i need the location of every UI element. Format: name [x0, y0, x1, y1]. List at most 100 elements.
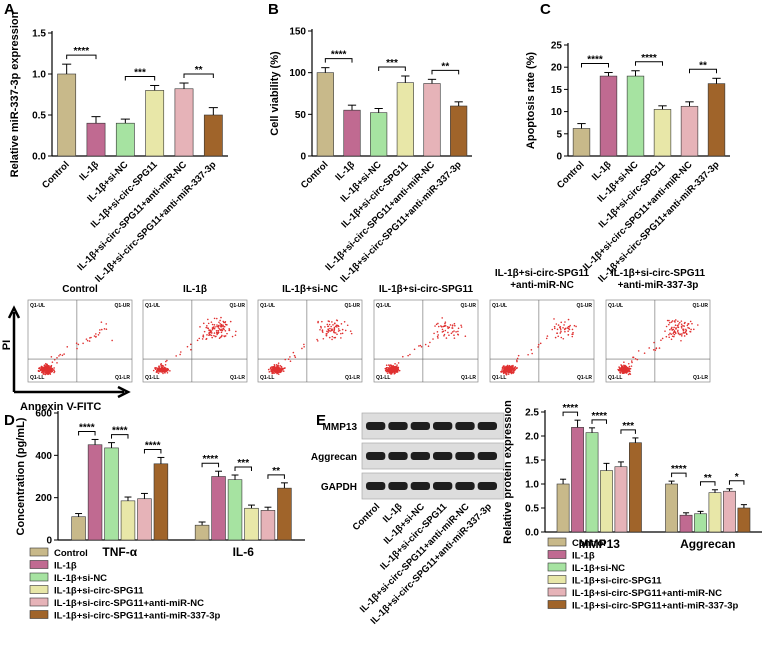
- cell-dot: [571, 335, 574, 338]
- significance-label: **: [272, 466, 280, 477]
- cell-dot: [213, 327, 216, 330]
- cell-dot: [280, 367, 282, 369]
- cell-dot: [45, 367, 48, 369]
- cell-dot: [326, 323, 329, 326]
- cell-dot: [333, 326, 336, 329]
- cell-dot: [443, 333, 446, 336]
- error-bar: [401, 75, 410, 83]
- cell-dot: [670, 333, 673, 335]
- cell-dot: [453, 322, 456, 325]
- legend-label: Control: [54, 548, 88, 559]
- band-label: Aggrecan: [311, 452, 357, 463]
- cell-dot: [556, 332, 559, 334]
- bar: [737, 507, 751, 533]
- cell-dot: [434, 325, 436, 327]
- flow-title: IL-1β+si-circ-SPG11: [611, 268, 706, 279]
- y-tick-label: 0.5: [525, 504, 539, 515]
- cell-dot: [164, 369, 167, 371]
- cell-dot: [216, 333, 218, 336]
- cell-dot: [553, 318, 555, 320]
- bar: [145, 90, 165, 157]
- cell-dot: [103, 328, 106, 330]
- cell-dot: [391, 369, 394, 372]
- bar: [137, 498, 152, 541]
- significance-bracket: [700, 481, 716, 486]
- x-tick-label: Control: [555, 159, 587, 191]
- error-bar: [683, 512, 690, 516]
- cell-dot: [559, 332, 562, 334]
- error-bar: [150, 84, 160, 91]
- cell-dot: [161, 364, 164, 367]
- cell-dot: [554, 336, 557, 339]
- cell-dot: [680, 323, 683, 326]
- cell-dot: [169, 370, 171, 372]
- cell-dot: [287, 358, 290, 361]
- cell-dot: [627, 369, 629, 372]
- cell-dot: [555, 323, 558, 325]
- cell-dot: [564, 321, 566, 323]
- cell-dot: [284, 367, 286, 369]
- significance-label: ***: [386, 58, 398, 69]
- x-tick-label: IL-1β: [590, 159, 614, 183]
- cell-dot: [301, 347, 303, 350]
- cell-dot: [156, 369, 158, 372]
- bar: [203, 114, 223, 157]
- cell-dot: [683, 332, 685, 334]
- cell-dot: [224, 320, 227, 323]
- significance-bracket: [562, 411, 579, 417]
- legend-label: IL-1β: [54, 561, 77, 572]
- significance-bracket: [143, 448, 162, 454]
- cell-dot: [530, 349, 533, 351]
- cell-dot: [322, 337, 325, 340]
- quadrant-label: Q1-UR: [229, 303, 245, 309]
- cell-dot: [437, 337, 439, 339]
- bar: [450, 105, 468, 157]
- bar: [665, 483, 678, 533]
- significance-bracket: [78, 430, 96, 436]
- bar: [614, 466, 628, 533]
- cell-dot: [448, 326, 450, 329]
- bar: [572, 128, 591, 157]
- cell-dot: [396, 364, 398, 366]
- bar: [707, 83, 726, 157]
- bar: [599, 75, 618, 157]
- cell-dot: [395, 367, 398, 369]
- significance-label: ***: [237, 458, 249, 469]
- error-bar: [632, 437, 639, 443]
- cell-dot: [216, 331, 218, 334]
- cell-dot: [505, 366, 508, 368]
- cell-dot: [507, 370, 510, 372]
- cell-dot: [282, 368, 284, 371]
- cell-dot: [338, 329, 341, 332]
- cell-dot: [209, 329, 212, 332]
- cell-dot: [277, 373, 280, 375]
- error-bar: [574, 419, 581, 428]
- cell-dot: [211, 323, 214, 326]
- cell-dot: [196, 339, 199, 342]
- cell-dot: [667, 323, 670, 326]
- cell-dot: [661, 337, 664, 340]
- cell-dot: [621, 365, 623, 367]
- cell-dot: [454, 324, 456, 327]
- cell-dot: [276, 366, 279, 368]
- cell-dot: [681, 333, 683, 335]
- cell-dot: [437, 322, 439, 325]
- panel-label: C: [540, 1, 551, 18]
- legend-label: IL-1β+si-circ-SPG11+anti-miR-NC: [54, 598, 204, 609]
- significance-label: ****: [79, 422, 95, 433]
- cell-dot: [202, 336, 205, 338]
- cell-dot: [272, 371, 274, 373]
- cell-dot: [511, 369, 514, 371]
- legend-swatch: [29, 547, 49, 557]
- cell-dot: [389, 370, 392, 372]
- error-bar: [215, 470, 223, 477]
- cell-dot: [451, 327, 453, 329]
- cell-dot: [218, 321, 220, 324]
- cell-dot: [457, 333, 459, 336]
- cell-dot: [277, 362, 280, 364]
- bar: [316, 72, 334, 157]
- cell-dot: [388, 370, 391, 373]
- cell-dot: [105, 328, 108, 331]
- cell-dot: [164, 364, 167, 366]
- cell-dot: [46, 372, 49, 374]
